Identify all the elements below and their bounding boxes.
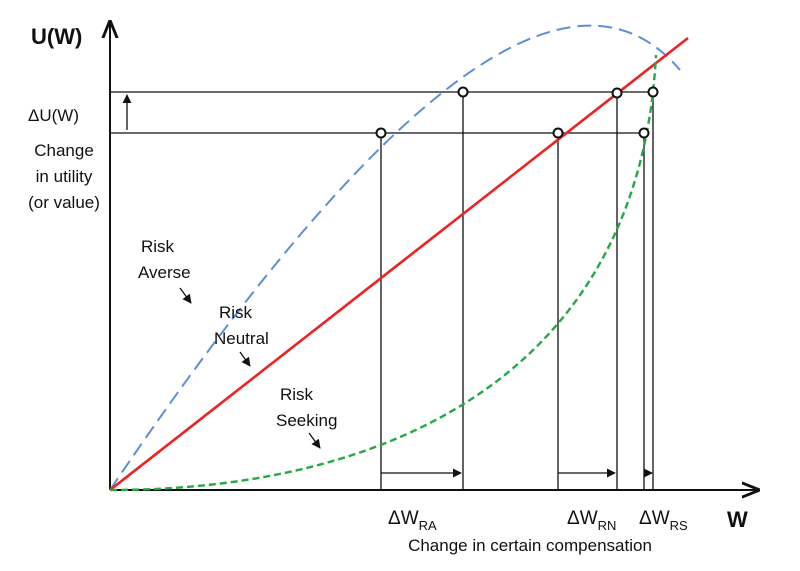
change-utility-line-1: Change bbox=[34, 141, 94, 160]
delta-u-label: ΔU(W) bbox=[28, 106, 79, 125]
delta-w-ra-label: ΔWRA bbox=[388, 508, 437, 533]
delta-w-rn-label: ΔWRN bbox=[567, 508, 616, 533]
marker-rs-high bbox=[647, 86, 659, 98]
risk-neutral-label-2: Neutral bbox=[214, 329, 269, 348]
neutral-pointer bbox=[239, 351, 251, 367]
delta-w-rs-prefix: ΔW bbox=[639, 508, 670, 529]
y-axis-title: U(W) bbox=[31, 24, 82, 49]
delta-w-ra-subscript: RA bbox=[419, 518, 437, 533]
delta-w-rs-subscript: RS bbox=[670, 518, 688, 533]
delta-w-rs-label: ΔWRS bbox=[639, 508, 688, 533]
intersection-markers bbox=[375, 86, 659, 139]
delta-w-ra-prefix: ΔW bbox=[388, 508, 419, 529]
change-utility-line-2: in utility bbox=[36, 167, 93, 186]
risk-averse-label-2: Averse bbox=[138, 263, 191, 282]
marker-rs-low bbox=[638, 127, 650, 139]
risk-seeking-label-2: Seeking bbox=[276, 411, 337, 430]
x-axis-title: W bbox=[727, 507, 748, 532]
risk-averse-curve bbox=[109, 24, 681, 491]
risk-neutral-label-1: Risk bbox=[219, 303, 253, 322]
risk-seeking-label-1: Risk bbox=[280, 385, 314, 404]
marker-ra-high bbox=[457, 86, 469, 98]
risk-averse-label-1: Risk bbox=[141, 237, 175, 256]
seeking-pointer bbox=[308, 432, 321, 449]
delta-w-rn-prefix: ΔW bbox=[567, 508, 598, 529]
averse-pointer bbox=[179, 287, 192, 304]
marker-ra-low bbox=[375, 127, 387, 139]
risk-neutral-line bbox=[109, 36, 689, 492]
marker-rn-high bbox=[611, 87, 623, 99]
x-caption: Change in certain compensation bbox=[408, 536, 652, 555]
delta-w-rn-subscript: RN bbox=[598, 518, 617, 533]
marker-rn-low bbox=[552, 127, 564, 139]
change-utility-line-3: (or value) bbox=[28, 193, 100, 212]
